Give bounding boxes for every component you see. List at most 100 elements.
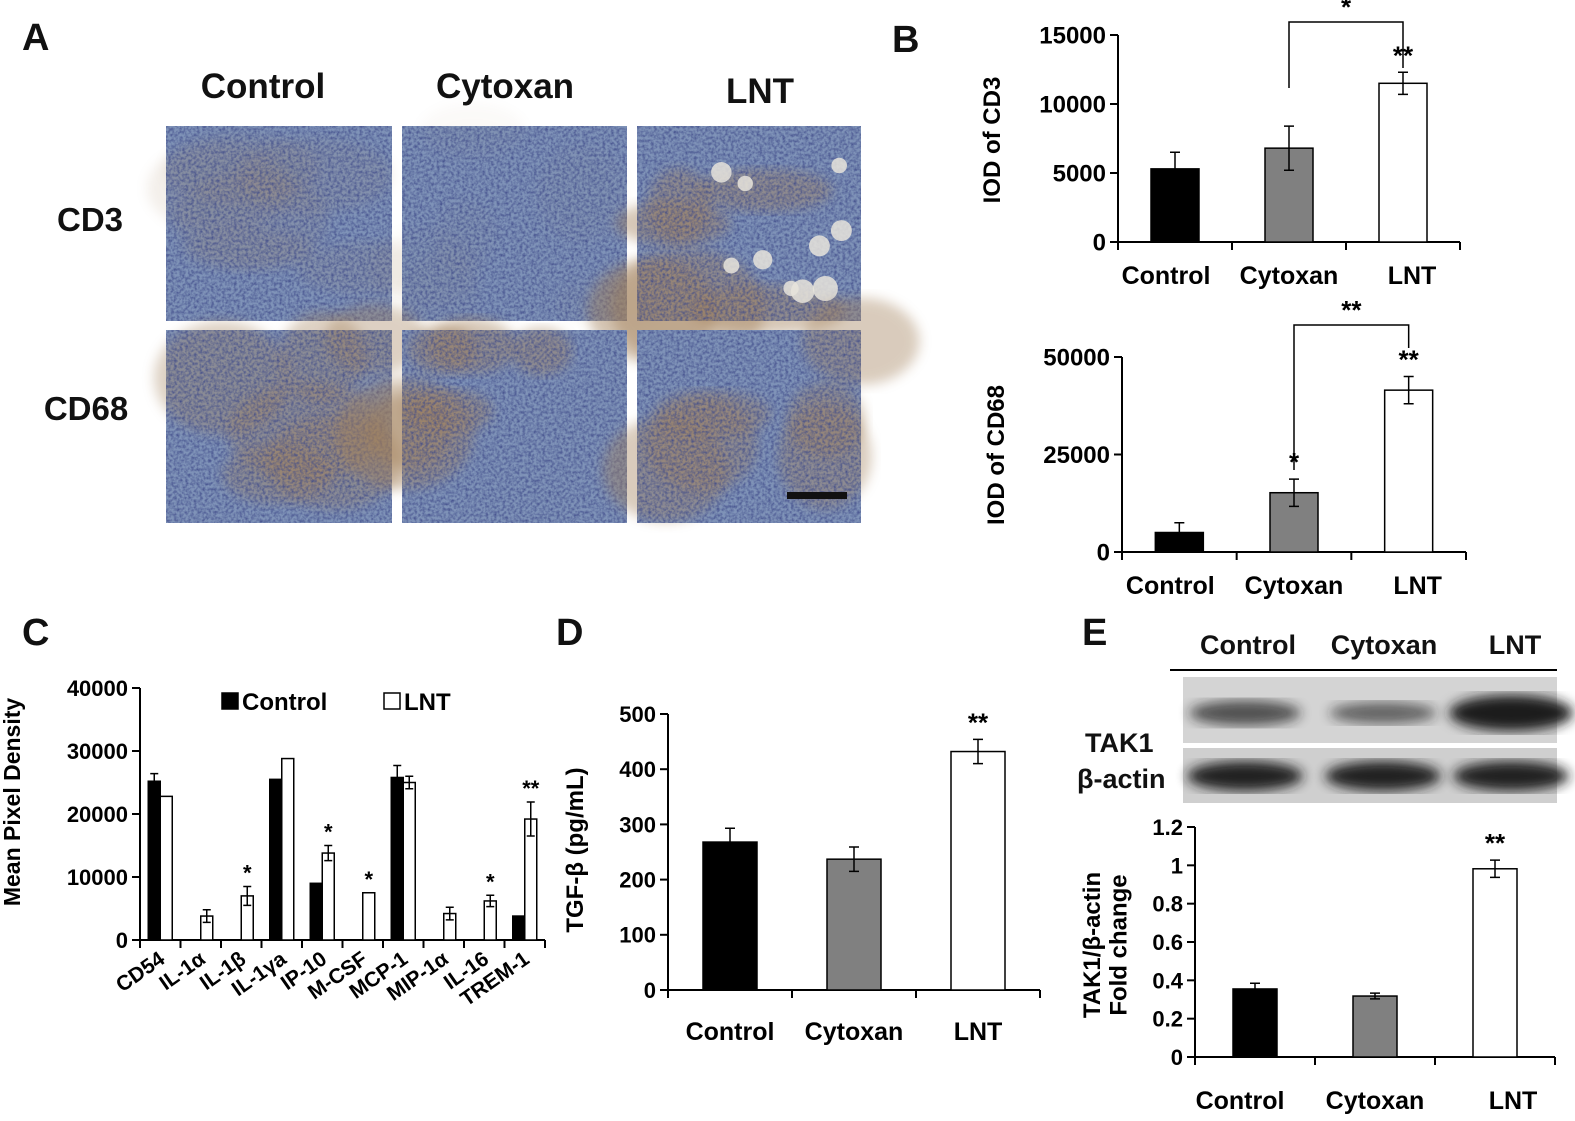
x-tick-label-control: Control (1196, 1087, 1285, 1115)
error-bar-lnt-9 (526, 801, 535, 837)
chart-e-y-tick-label: 0.6 (1152, 930, 1183, 955)
significance-mark-2: * (243, 860, 252, 885)
bar-control-cd54 (147, 780, 161, 941)
ihc-tile-cd68-control (154, 304, 426, 523)
chart-b1-y-tick-label: 15000 (1039, 23, 1106, 50)
legend-swatch-control (221, 692, 239, 710)
chart-e-y-tick-label: 0 (1171, 1045, 1183, 1070)
bar-lnt-m-csf (362, 892, 376, 941)
chart-b2-y-tick-label: 0 (1097, 540, 1110, 567)
error-bar-lnt-7 (445, 906, 454, 921)
panel-letter-b: B (892, 19, 919, 61)
bar-lnt-cd54 (159, 795, 173, 941)
error-bar-cytoxan (849, 846, 859, 873)
bar-lnt-mcp-1 (402, 781, 416, 941)
error-bar-control (725, 827, 735, 857)
chart-e-tak1: 0 0.2 0.4 0.6 0.8 1 1.2 TAK1/β-actin Fold change… (1079, 612, 1556, 1115)
x-tick-label-lnt: LNT (1489, 1087, 1538, 1115)
ihc-image-grid (147, 103, 920, 523)
chart-b2-y-tick-label: 50000 (1043, 345, 1110, 372)
error-bar-cytoxan (1289, 478, 1299, 508)
bar-lnt (1378, 82, 1428, 243)
bar-control-ip-10 (309, 882, 323, 941)
blot-band-tak1-1 (1329, 702, 1437, 724)
x-tick-label-lnt: LNT (1393, 572, 1442, 600)
legend-label-lnt: LNT (404, 689, 451, 716)
bar-lnt-ip-10 (321, 852, 335, 941)
ihc-column-label-lnt: LNT (726, 72, 794, 111)
chart-e-y-tick-label: 1 (1171, 853, 1183, 878)
panel-a: A Control Cytoxan LNT CD3 CD68 (22, 17, 920, 523)
ihc-row-label-cd3: CD3 (57, 201, 123, 238)
chart-e-y-label-line2: Fold change (1105, 874, 1132, 1015)
significance-mark-5: * (364, 867, 373, 892)
error-bar-lnt-6 (405, 775, 414, 790)
bar-control-il-1γa (269, 778, 283, 941)
error-bar-control (1174, 522, 1185, 543)
chart-c-legend: Control LNT (221, 689, 451, 716)
error-bar-lnt-1 (202, 909, 211, 924)
chart-e-y-tick-label: 1.2 (1152, 815, 1183, 840)
chart-b-cd3: 0 5000 10000 15000 IOD of CD3 B Control Cytoxan… (892, 0, 1461, 290)
bar-control (702, 841, 758, 991)
chart-b1-y-tick-label: 0 (1093, 230, 1106, 257)
bar-lnt (1383, 389, 1434, 553)
significance-mark-lnt: ** (968, 707, 989, 737)
blot-band-beta-actin-2 (1453, 761, 1569, 791)
chart-d-y-tick-label: 500 (619, 702, 656, 727)
bar-lnt-trem-1 (524, 818, 538, 941)
chart-c-y-tick-label: 10000 (67, 865, 128, 890)
error-bar-cytoxan (1284, 125, 1294, 171)
chart-c-cytokines: 0 10000 20000 30000 40000 Mean Pixel Density C… (0, 612, 546, 1011)
chart-b1-y-tick-label: 5000 (1053, 161, 1106, 188)
error-bar-control (1250, 982, 1260, 996)
bar-cytoxan (1352, 995, 1398, 1058)
legend-label-control: Control (242, 689, 327, 716)
blot-bands (1187, 695, 1573, 791)
significance-bracket-label: ** (1341, 295, 1362, 325)
chart-c-axes (132, 687, 546, 948)
x-tick-label-cytoxan: Cytoxan (1240, 262, 1339, 290)
x-tick-label-control: Control (1126, 572, 1215, 600)
panel-letter-e: E (1082, 612, 1107, 654)
blot-row-label-tak1: TAK1 (1085, 728, 1154, 758)
significance-bracket (1288, 21, 1404, 88)
western-blot: Control Cytoxan LNT TAK1 β-actin (1077, 630, 1573, 803)
error-bar-lnt (1403, 375, 1414, 405)
chart-d-y-tick-label: 300 (619, 812, 656, 837)
error-bar-control-6 (393, 764, 402, 791)
bar-lnt (950, 750, 1006, 991)
x-tick-label-cytoxan: Cytoxan (1326, 1087, 1425, 1115)
blot-column-label-control: Control (1200, 630, 1296, 660)
bar-lnt (1472, 868, 1518, 1058)
chart-c-y-tick-label: 40000 (67, 676, 128, 701)
x-tick-label-cytoxan: Cytoxan (1245, 572, 1344, 600)
chart-c-y-tick-label: 0 (116, 928, 128, 953)
chart-d-y-tick-label: 0 (644, 978, 656, 1003)
blot-band-beta-actin-1 (1325, 761, 1441, 791)
significance-mark-8: * (486, 869, 495, 894)
chart-d-y-tick-label: 200 (619, 868, 656, 893)
bar-control (1232, 988, 1278, 1058)
error-bar-cytoxan (1370, 992, 1380, 1000)
chart-c-y-tick-label: 20000 (67, 802, 128, 827)
legend-swatch-lnt (383, 692, 401, 710)
chart-c-y-label: Mean Pixel Density (0, 698, 25, 907)
error-bar-lnt-8 (486, 894, 495, 908)
bar-control-trem-1 (512, 915, 526, 941)
ihc-row-label-cd68: CD68 (44, 390, 128, 427)
blot-band-beta-actin-0 (1187, 761, 1303, 791)
error-bar-control-0 (150, 772, 159, 790)
panel-letter-a: A (22, 17, 49, 59)
chart-c-y-tick-label: 30000 (67, 739, 128, 764)
panel-letter-c: C (22, 612, 49, 654)
chart-d-tgf-beta: 0 100 200 300 400 500 TGF-β (pg/mL) D Control Cyt… (556, 612, 1041, 1046)
chart-b1-y-label: IOD of CD3 (979, 77, 1006, 204)
error-bar-lnt-2 (243, 885, 252, 907)
x-tick-label-control: Control (1122, 262, 1211, 290)
chart-e-y-label-line1: TAK1/β-actin (1079, 872, 1106, 1018)
chart-d-y-tick-label: 400 (619, 757, 656, 782)
chart-b2-y-label: IOD of CD68 (983, 385, 1010, 525)
